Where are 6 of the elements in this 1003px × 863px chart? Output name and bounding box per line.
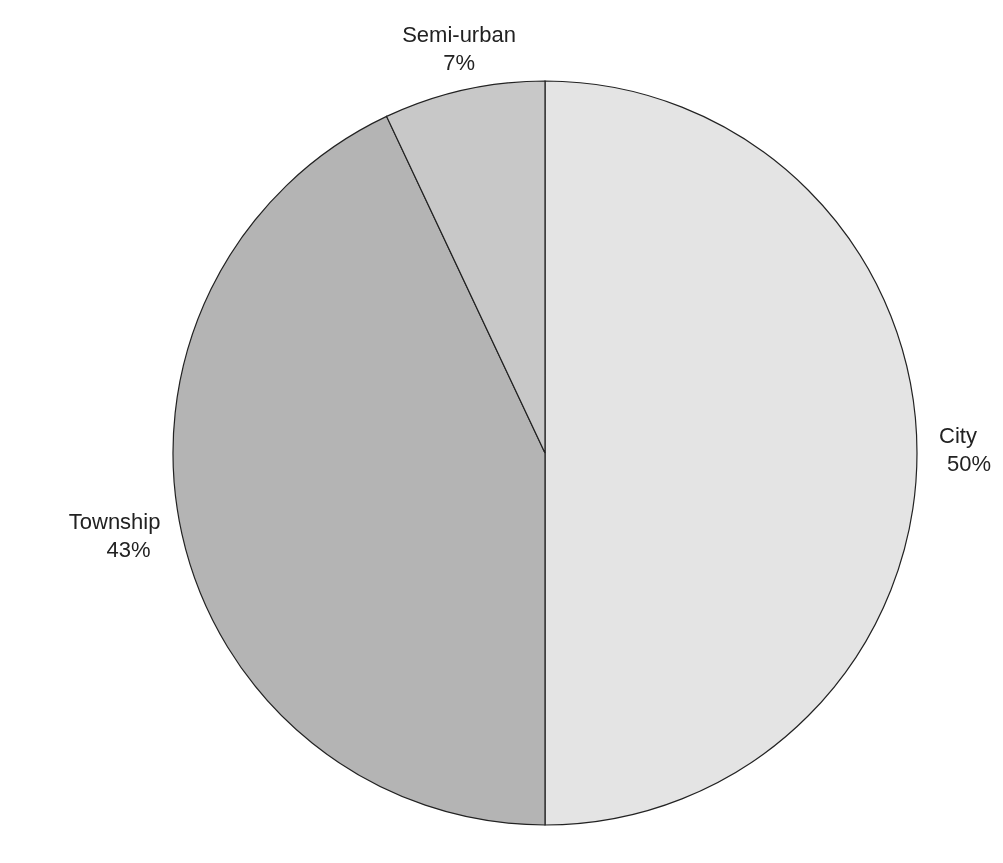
slice-label: City (939, 423, 977, 448)
data-label: 7% (443, 50, 475, 76)
slice-label: Semi-urban (402, 22, 516, 48)
data-label: 43% (106, 536, 151, 562)
data-label: 50% (947, 451, 992, 476)
slice-label: Township (68, 508, 161, 534)
